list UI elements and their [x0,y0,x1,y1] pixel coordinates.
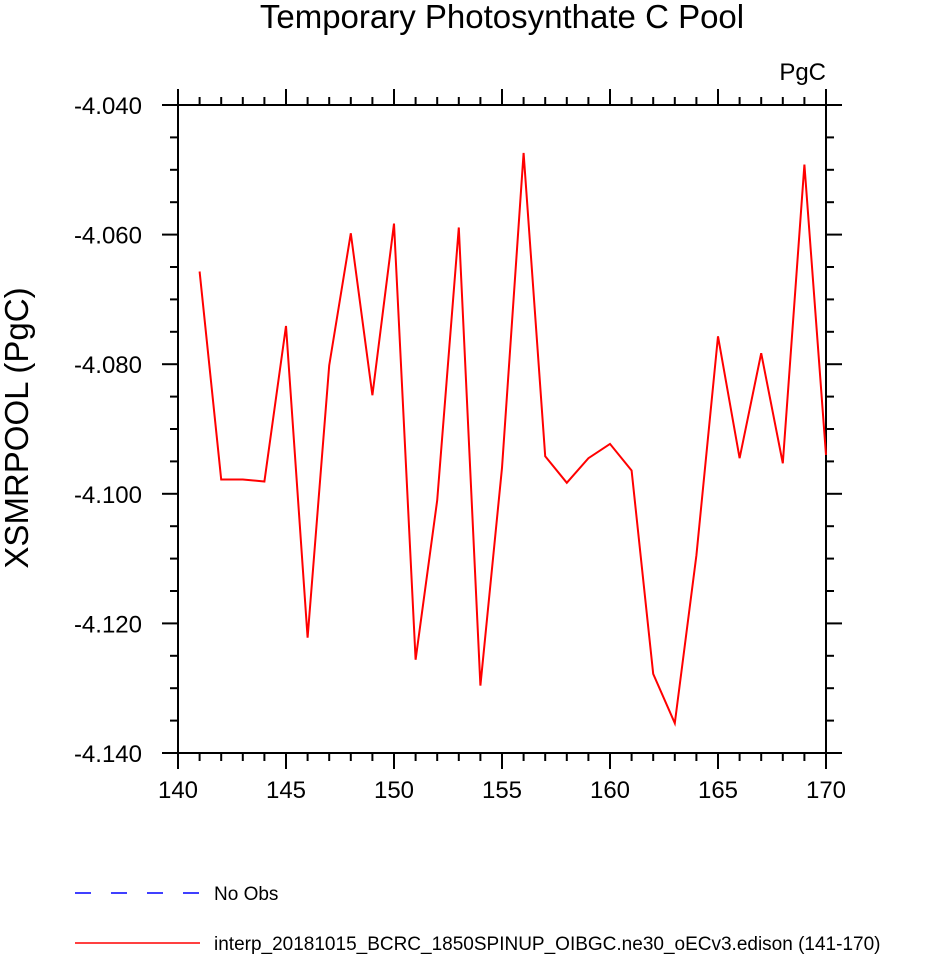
legend-label: interp_20181015_BCRC_1850SPINUP_OIBGC.ne… [214,934,880,955]
plot-frame [177,104,827,754]
x-tick-label: 170 [806,777,846,804]
series-layer [198,152,827,727]
y-tick-label: -4.100 [74,482,142,509]
x-tick-label: 140 [158,777,198,804]
x-tick-label: 160 [590,777,630,804]
y-tick-label: -4.060 [74,223,142,250]
axis-tick-labels: 140 145 150 155 160 165 170 -4.040 -4.060 -4.080 -… [74,93,846,804]
chart-title: Temporary Photosynthate C Pool [260,0,744,35]
series-line [198,152,827,727]
legend: No Obs interp_20181015_BCRC_1850SPINUP_OI… [75,884,880,955]
y-tick-label: -4.140 [74,741,142,768]
x-tick-label: 165 [698,777,738,804]
y-tick-label: -4.120 [74,611,142,638]
x-tick-label: 145 [266,777,306,804]
y-axis-label: XSMRPOOL (PgC) [0,287,35,568]
x-tick-label: 155 [482,777,522,804]
units-label: PgC [779,59,826,86]
y-tick-label: -4.040 [74,93,142,120]
y-tick-label: -4.080 [74,352,142,379]
x-tick-label: 150 [374,777,414,804]
legend-label: No Obs [214,884,278,905]
axis-ticks [162,89,842,769]
